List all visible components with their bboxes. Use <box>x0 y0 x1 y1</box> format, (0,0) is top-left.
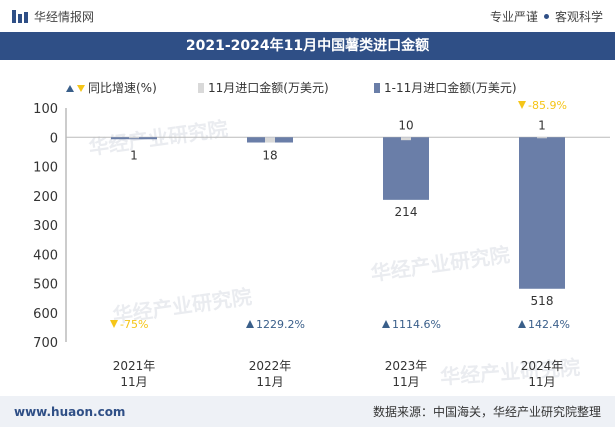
growth-label: 1229.2% <box>256 318 305 331</box>
growth-up-triangle-icon <box>382 320 390 328</box>
bar-monthly <box>129 137 139 139</box>
legend: 同比增速(%) 11月进口金额(万美元) 1-11月进口金额(万美元) <box>66 80 517 95</box>
bar-monthly <box>401 137 411 141</box>
data-label-monthly: 1 <box>130 148 138 162</box>
x-tick-label: 11月 <box>256 375 283 389</box>
footer-url[interactable]: www.huaon.com <box>14 404 126 419</box>
data-label-monthly: 18 <box>262 148 277 162</box>
bar-cumulative <box>383 137 429 200</box>
growth-down-triangle-icon <box>518 101 526 109</box>
x-tick-label: 11月 <box>528 375 555 389</box>
growth-label: 1114.6% <box>392 318 441 331</box>
legend-monthly-swatch <box>198 83 204 93</box>
brand-name: 华经情报网 <box>34 9 95 24</box>
chart-title: 2021-2024年11月中国薯类进口金额 <box>0 32 615 60</box>
y-tick-label: 600 <box>33 307 58 322</box>
bars <box>111 137 565 289</box>
brand-logo-icon <box>12 9 28 23</box>
legend-up-triangle-icon <box>66 85 74 92</box>
tagline: 专业严谨 客观科学 <box>490 8 603 25</box>
growth-up-triangle-icon <box>518 320 526 328</box>
footer-source: 数据来源：中国海关，华经产业研究院整理 <box>372 405 601 419</box>
data-label-cumulative: 518 <box>531 294 554 308</box>
brand: 华经情报网 <box>12 8 94 25</box>
legend-cumulative-label: 1-11月进口金额(万美元) <box>384 80 517 95</box>
x-tick-label: 11月 <box>392 375 419 389</box>
y-tick-label: 200 <box>33 190 58 205</box>
growth-labels: -75% 1229.2% 1114.6% 142.4% -85.9% <box>110 99 570 331</box>
y-tick-label: 100 <box>33 102 58 117</box>
legend-cumulative: 1-11月进口金额(万美元) <box>374 80 517 95</box>
footer: www.huaon.com 数据来源：中国海关，华经产业研究院整理 <box>0 396 615 427</box>
y-tick-label: 400 <box>33 248 58 263</box>
growth-up-triangle-icon <box>246 320 254 328</box>
data-labels: 214 518 1 18 10 1 <box>130 118 553 308</box>
legend-down-triangle-icon <box>77 85 85 92</box>
x-tick-label: 2022年 <box>249 359 292 373</box>
bar-cumulative <box>519 137 565 289</box>
tagline-right: 客观科学 <box>554 9 603 24</box>
legend-cumulative-swatch <box>374 83 380 93</box>
y-tick-label: 100 <box>33 161 58 176</box>
data-label-monthly: 1 <box>538 118 546 132</box>
dot-icon <box>543 13 549 19</box>
growth-label: -75% <box>120 318 148 331</box>
growth-label: 142.4% <box>528 318 570 331</box>
x-tick-label: 2021年 <box>113 359 156 373</box>
x-tick-label: 2023年 <box>385 359 428 373</box>
y-tick-label: 0 <box>50 131 58 146</box>
legend-growth: 同比增速(%) <box>66 81 157 95</box>
legend-growth-label: 同比增速(%) <box>88 81 157 95</box>
chart-area: 同比增速(%) 11月进口金额(万美元) 1-11月进口金额(万美元) 100 0… <box>33 80 610 389</box>
y-tick-label: 300 <box>33 219 58 234</box>
y-tick-label: 500 <box>33 278 58 293</box>
bar-monthly <box>265 137 275 143</box>
growth-down-triangle-icon <box>110 320 118 328</box>
x-axis-ticks: 2021年 11月 2022年 11月 2023年 11月 2024年 11月 <box>113 359 564 389</box>
x-tick-label: 11月 <box>120 375 147 389</box>
x-tick-label: 2024年 <box>521 359 564 373</box>
data-label-monthly: 10 <box>398 118 413 132</box>
top-bar: 华经情报网 专业严谨 客观科学 <box>0 0 615 32</box>
tagline-left: 专业严谨 <box>489 9 538 24</box>
y-tick-label: 700 <box>33 336 58 351</box>
legend-monthly: 11月进口金额(万美元) <box>198 80 329 95</box>
data-label-cumulative: 214 <box>395 205 418 219</box>
growth-label-extra: -85.9% <box>528 99 567 112</box>
bar-monthly <box>537 137 547 139</box>
legend-monthly-label: 11月进口金额(万美元) <box>208 80 329 95</box>
